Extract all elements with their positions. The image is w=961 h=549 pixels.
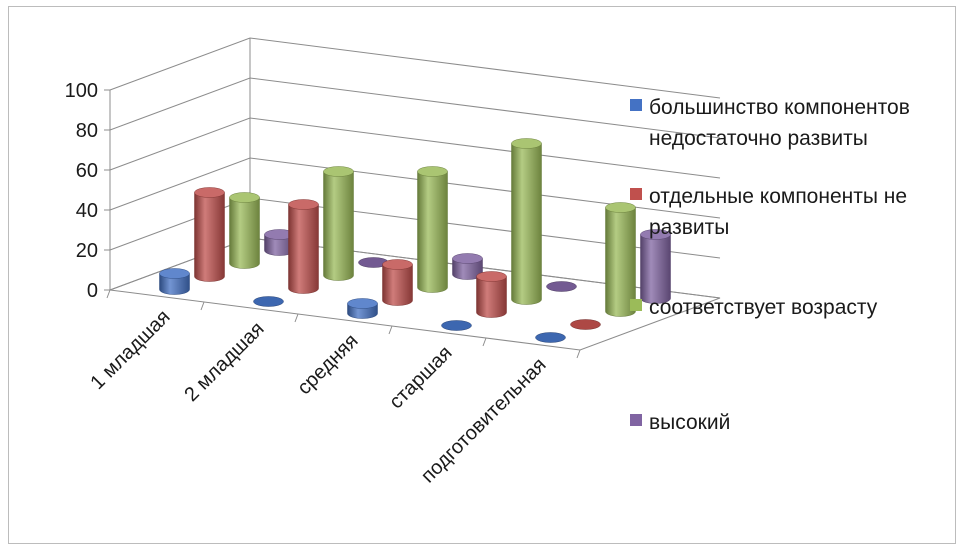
bar-body [288,204,319,294]
bar-top [229,192,260,203]
bar-top [288,199,319,210]
bar-cylinder [382,259,413,306]
bar-cylinder [570,319,601,330]
bar-top [511,138,542,149]
x-tick-mark [388,325,393,335]
bar-top [347,298,378,309]
bar-body [382,264,413,306]
bar-cylinder [535,332,566,343]
legend-swatch-blue [630,99,642,111]
bar-top [194,187,225,198]
x-tick-label: средняя [293,330,362,399]
bar-top [452,253,483,264]
bar-top [417,166,448,177]
bar-cylinder [288,199,319,294]
legend-label: соответствует возрасту [649,296,878,319]
y-tick-label: 100 [65,80,98,102]
y-tick-label: 60 [76,160,98,182]
legend-item-2: соответствует возрасту [630,292,934,323]
legend: большинство компонентов недостаточно раз… [630,0,950,549]
bar-body [417,171,448,293]
legend-swatch-green [630,299,642,311]
bar-top [640,229,671,240]
bar-body [511,143,542,305]
x-tick-mark [200,301,205,311]
x-tick-mark [106,289,111,299]
legend-label: большинство компонентов недостаточно раз… [649,96,910,150]
y-tick-label: 80 [76,120,98,142]
bar-cylinder [347,298,378,319]
bar-body [229,197,260,269]
bar-cylinder [546,281,577,292]
bar-top [546,281,577,292]
bar-cylinder [323,166,354,281]
x-tick-mark [294,313,299,323]
bar-top [605,202,636,213]
bar-cylinder [229,192,260,269]
y-tick-label: 40 [76,200,98,222]
bar-top [535,332,566,343]
bar-top [570,319,601,330]
bar-cylinder [605,202,636,317]
legend-label: отдельные компоненты не развиты [649,185,908,239]
bar-body [323,171,354,281]
bar-top [323,166,354,177]
bar-group [159,138,671,343]
x-tick-mark [576,349,581,359]
y-tick-label: 0 [87,280,98,302]
bar-cylinder [159,268,190,295]
bar-cylinder [194,187,225,282]
bar-top [159,268,190,279]
bar-body [159,273,190,295]
bar-body [194,192,225,282]
bar-body [605,207,636,317]
bar-top [382,259,413,270]
bar-cylinder [441,320,472,331]
back-wall [250,38,720,298]
x-tick-mark [482,337,487,347]
legend-label: высокий [649,411,731,434]
legend-swatch-purple [630,414,642,426]
x-tick-label: 2 младшая [180,318,268,406]
legend-item-0: большинство компонентов недостаточно раз… [630,92,934,154]
bar-cylinder [253,296,284,307]
legend-swatch-red [630,188,642,200]
bar-cylinder [511,138,542,305]
legend-item-1: отдельные компоненты не развиты [630,181,934,243]
x-tick-label: 1 младшая [86,306,174,394]
bar-top [441,320,472,331]
legend-item-3: высокий [630,407,934,438]
y-tick-label: 20 [76,240,98,262]
bar-cylinder [640,229,671,304]
bar-body [476,276,507,318]
bar-top [253,296,284,307]
y-tick-labels: 0 20 40 60 80 100 [65,80,98,302]
bar-cylinder [452,253,483,280]
x-tick-label: старшая [385,342,457,414]
bar-cylinder [476,271,507,318]
bar-top [476,271,507,282]
bar-cylinder [417,166,448,293]
